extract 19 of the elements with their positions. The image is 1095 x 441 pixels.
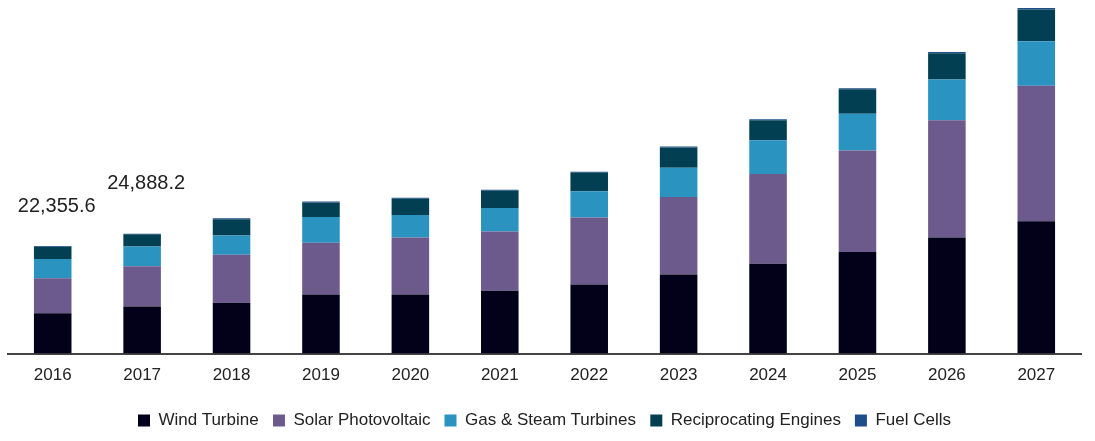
- x-tick-label: 2022: [570, 365, 609, 385]
- x-tick-label: 2017: [123, 365, 162, 385]
- x-tick-label: 2024: [749, 365, 787, 385]
- x-tick-label: 2019: [302, 365, 340, 385]
- annotation: 24,888.2: [107, 171, 186, 194]
- x-tick-label: 2023: [659, 365, 698, 385]
- x-tick-label: 2020: [391, 365, 430, 385]
- legend-label: Solar Photovoltaic: [293, 410, 431, 430]
- x-tick-label: 2021: [480, 365, 519, 385]
- legend-label: Fuel Cells: [875, 410, 952, 430]
- x-tick-label: 2027: [1017, 365, 1056, 385]
- legend-label: Reciprocating Engines: [670, 410, 841, 430]
- x-tick-label: 2018: [212, 365, 251, 385]
- x-tick-label: 2016: [33, 365, 72, 385]
- legend-label: Wind Turbine: [158, 410, 259, 430]
- annotation: 22,355.6: [17, 193, 96, 216]
- legend-label: Gas & Steam Turbines: [464, 410, 637, 430]
- x-tick-label: 2025: [838, 365, 877, 385]
- x-tick-label: 2026: [927, 365, 966, 385]
